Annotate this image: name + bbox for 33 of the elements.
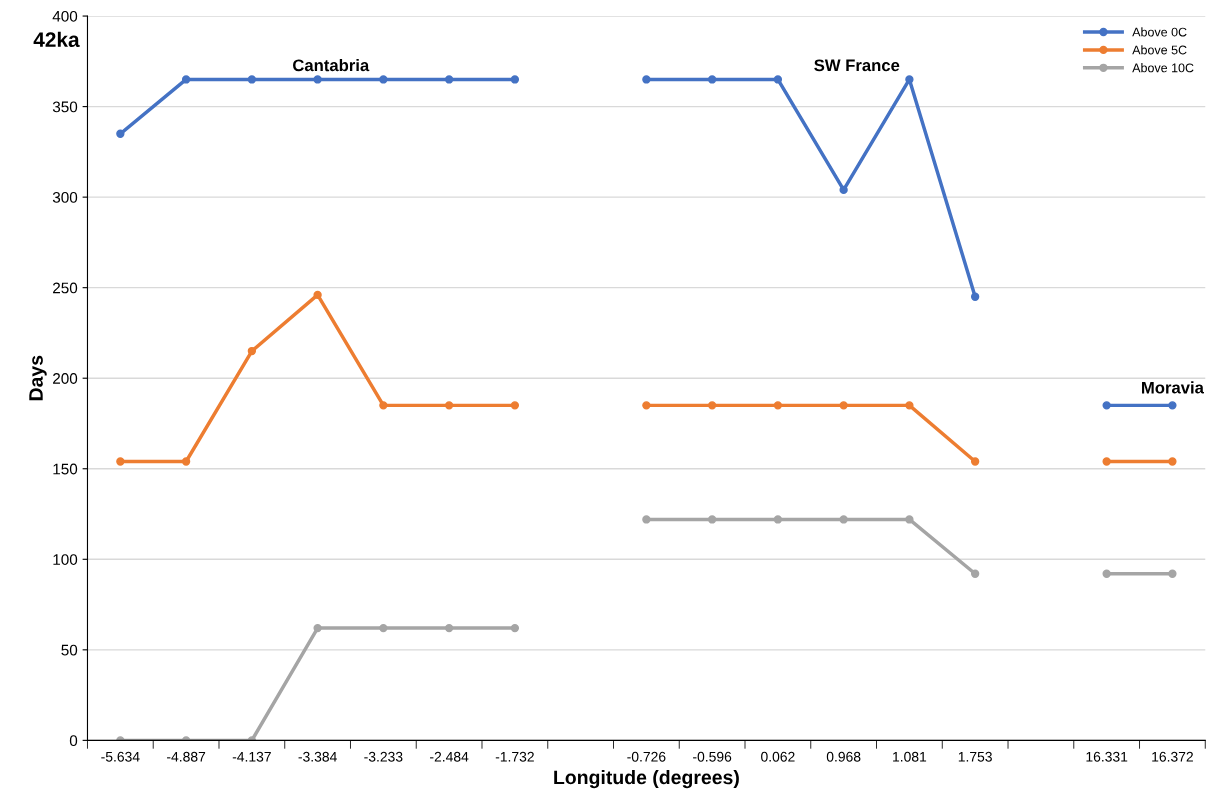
x-tick-label: 0.062 <box>761 751 795 762</box>
x-tick-label: -5.634 <box>101 751 140 762</box>
legend-label: Above 10C <box>1132 63 1194 73</box>
x-tick-label: 16.372 <box>1152 751 1193 762</box>
annotation: Moravia <box>1142 381 1205 394</box>
x-tick-label: -4.887 <box>167 751 206 762</box>
y-tick-label: 150 <box>53 463 78 475</box>
x-tick-label: 0.968 <box>826 751 861 762</box>
y-axis-title: Days <box>29 355 47 401</box>
legend-label: Above 5C <box>1132 45 1187 55</box>
text: 42ka <box>33 31 80 47</box>
x-tick-label: -4.137 <box>232 751 271 762</box>
x-tick-label: -3.233 <box>364 751 403 762</box>
y-tick-label: 350 <box>52 101 78 113</box>
legend-label: Above 0C <box>1132 27 1187 37</box>
x-tick-label: -3.384 <box>298 751 337 762</box>
y-tick-label: 250 <box>53 282 78 294</box>
x-tick-label: 1.081 <box>893 751 927 762</box>
y-tick-label: 50 <box>61 644 78 656</box>
x-tick-label: -2.484 <box>430 751 469 762</box>
x-tick-label: -0.726 <box>627 751 666 762</box>
y-tick-label: 400 <box>52 10 78 22</box>
x-tick-label: -0.596 <box>693 751 732 762</box>
x-axis-title: Longitude (degrees) <box>554 769 739 789</box>
annotation: SW France <box>814 59 900 72</box>
y-tick-label: 300 <box>52 192 78 203</box>
x-tick-label: -1.732 <box>495 751 534 762</box>
y-tick-label: 100 <box>53 554 78 565</box>
x-tick-label: 1.753 <box>958 751 992 762</box>
y-tick-label: 0 <box>69 735 78 747</box>
x-tick-label: 16.331 <box>1086 751 1128 762</box>
y-tick-label: 200 <box>53 373 78 384</box>
annotation: Cantabria <box>293 58 370 72</box>
